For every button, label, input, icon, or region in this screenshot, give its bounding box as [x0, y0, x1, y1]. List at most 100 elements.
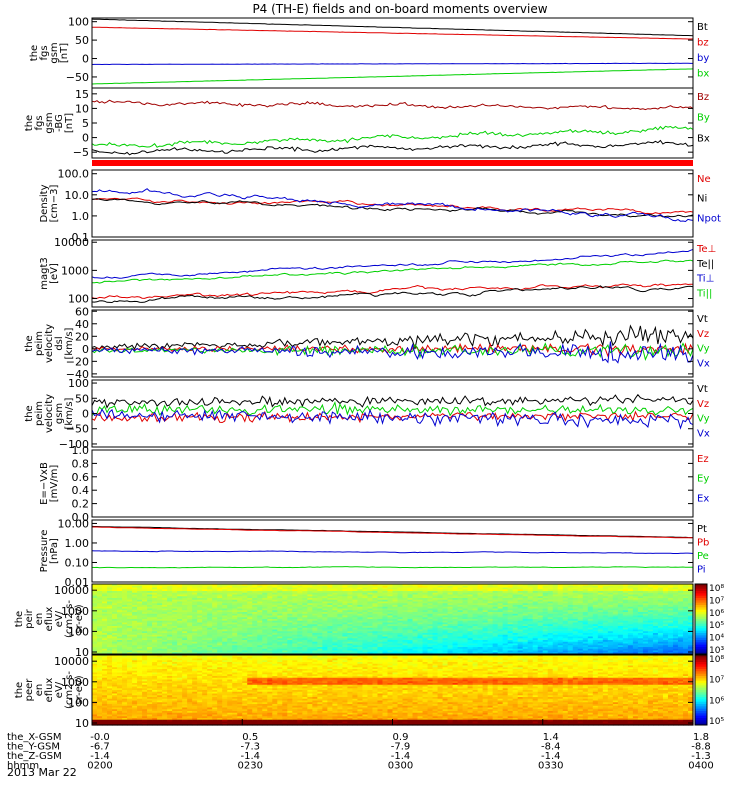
- legend-Ti||: Ti||: [696, 288, 712, 299]
- mode-bar: [92, 160, 693, 166]
- panel-6: Ez Ey Ex 1.00.80.60.40.20.0 E=−VxB [mV/m]: [39, 444, 709, 524]
- spectrogram-cells: [92, 584, 694, 655]
- y-tick-label: 0.6: [72, 471, 90, 484]
- ephem-value: -1.3: [691, 751, 711, 762]
- y-axis-label: eflux: [44, 607, 55, 632]
- y-tick-label: 0.1: [72, 231, 90, 244]
- y-axis-label: gsm: [54, 403, 65, 424]
- legend-Ne: Ne: [697, 174, 711, 185]
- ephem-value: 1.4: [543, 732, 559, 743]
- y-tick-label: −50: [66, 423, 89, 436]
- legend-Bt: Bt: [697, 22, 708, 33]
- legend-Vx: Vx: [697, 358, 710, 369]
- y-axis-label: Density: [39, 184, 50, 222]
- legend-Vy: Vy: [697, 414, 710, 425]
- ephem-value: 0200: [87, 761, 112, 772]
- legend-by: by: [697, 53, 709, 64]
- ephem-value: -7.9: [391, 742, 411, 753]
- series-line-Vx: [91, 341, 694, 364]
- y-tick-label: −40: [66, 368, 89, 381]
- panel-5: Vt Vz Vy Vx 100 50 0 −50 −100 the peim velocity gsm[…: [24, 377, 710, 451]
- series-line-Pe: [91, 566, 693, 569]
- legend-Ex: Ex: [697, 493, 709, 504]
- y-axis-label: velocity: [44, 394, 55, 433]
- ephem-value: 0.9: [393, 732, 409, 743]
- y-axis-label: peim: [34, 331, 45, 356]
- y-axis-label: E=−VxB: [39, 462, 50, 505]
- colorbar: 10⁸ 10⁷ 10⁶ 10⁵: [694, 654, 724, 727]
- y-tick-label: 50: [75, 34, 89, 47]
- series-line-Pt: [91, 525, 693, 539]
- legend-Ti⊥: Ti⊥: [696, 274, 714, 285]
- y-tick-label: 10.00: [58, 517, 90, 530]
- legend-Vy: Vy: [697, 344, 710, 355]
- panel-3: Te⊥ Te|| Ti⊥ Ti|| 10000 1000 100 magt3 [eV]: [39, 236, 716, 308]
- y-tick-label: 10000: [54, 236, 89, 249]
- y-axis-label: [nPa]: [49, 538, 60, 564]
- series-line-Vx: [91, 408, 694, 430]
- series-line-Bz: [91, 99, 694, 111]
- y-tick-label: 10000: [54, 655, 89, 668]
- ephem-value: 0330: [538, 761, 563, 772]
- y-tick-label: 100: [68, 377, 89, 390]
- panel-frame: [91, 449, 694, 518]
- y-axis-label: fgs: [39, 45, 50, 60]
- y-axis-label: en: [34, 613, 45, 626]
- y-axis-label: gsm: [44, 112, 55, 133]
- colorbar: 10⁸ 10⁷ 10⁶ 10⁵ 10⁴ 10³: [694, 583, 724, 656]
- y-axis-label: the: [14, 611, 25, 627]
- ephem-value: 0230: [238, 761, 263, 772]
- legend-Te⊥: Te⊥: [696, 244, 716, 255]
- y-tick-label: 10000: [54, 584, 89, 597]
- ephem-value: -1.4: [240, 751, 260, 762]
- y-axis-label: [mV/m]: [49, 465, 60, 503]
- series-line-Vz: [91, 342, 694, 358]
- legend-Ez: Ez: [697, 454, 709, 465]
- y-tick-label: 10: [75, 717, 89, 730]
- y-axis-label: the: [14, 682, 25, 698]
- series-line-Bt: [91, 18, 694, 37]
- y-axis-label: [eV]: [49, 263, 60, 284]
- y-tick-label: 100: [68, 696, 89, 709]
- y-tick-label: 0.2: [72, 498, 90, 511]
- y-tick-label: 0: [82, 408, 89, 421]
- y-tick-label: 10: [75, 646, 89, 659]
- y-tick-label: 1.00: [65, 537, 90, 550]
- y-tick-label: 5: [82, 117, 89, 130]
- legend-Ey: Ey: [697, 474, 709, 485]
- series-line-Te||: [91, 285, 694, 304]
- y-tick-label: 0: [82, 132, 89, 145]
- legend-Vt: Vt: [697, 314, 708, 325]
- y-tick-label: 100: [68, 293, 89, 306]
- ephem-label: the_X-GSM: [7, 732, 61, 743]
- panel-0: Bt bz by bx 100 50 0 −50 the fgs gsm [nT]: [29, 16, 709, 89]
- series-line-Ne: [91, 197, 694, 215]
- legend-Te||: Te||: [696, 259, 714, 270]
- y-axis-label: Pressure: [39, 530, 50, 573]
- y-axis-label: peer: [24, 678, 35, 702]
- y-tick-label: −20: [66, 355, 89, 368]
- y-axis-label: [cm−3]: [49, 185, 60, 223]
- y-tick-label: 0: [82, 53, 89, 66]
- ephem-value: -6.7: [90, 742, 110, 753]
- panel-frame: [91, 309, 694, 378]
- y-tick-label: −50: [66, 71, 89, 84]
- legend-Vt: Vt: [697, 384, 708, 395]
- y-tick-label: 0.4: [72, 484, 90, 497]
- date-label: 2013 Mar 22: [7, 766, 77, 779]
- plot-title: P4 (TH-E) fields and on-board moments ov…: [252, 2, 547, 16]
- legend-Bx: Bx: [697, 133, 710, 144]
- legend-Bz: Bz: [697, 92, 709, 103]
- y-axis-label: eV/: [54, 681, 65, 698]
- y-tick-label: 100: [68, 625, 89, 638]
- y-axis-label: [km/s]: [64, 397, 75, 429]
- ephem-value: -1.4: [391, 751, 411, 762]
- y-axis-label: fgs: [34, 115, 45, 130]
- y-axis-label: [nT]: [64, 113, 75, 133]
- panel-2: Ne Ni Npot 100.0 10.0 1.0 0.1 Density [cm−3]: [39, 168, 721, 244]
- colorbar-label: 10⁸: [709, 655, 724, 665]
